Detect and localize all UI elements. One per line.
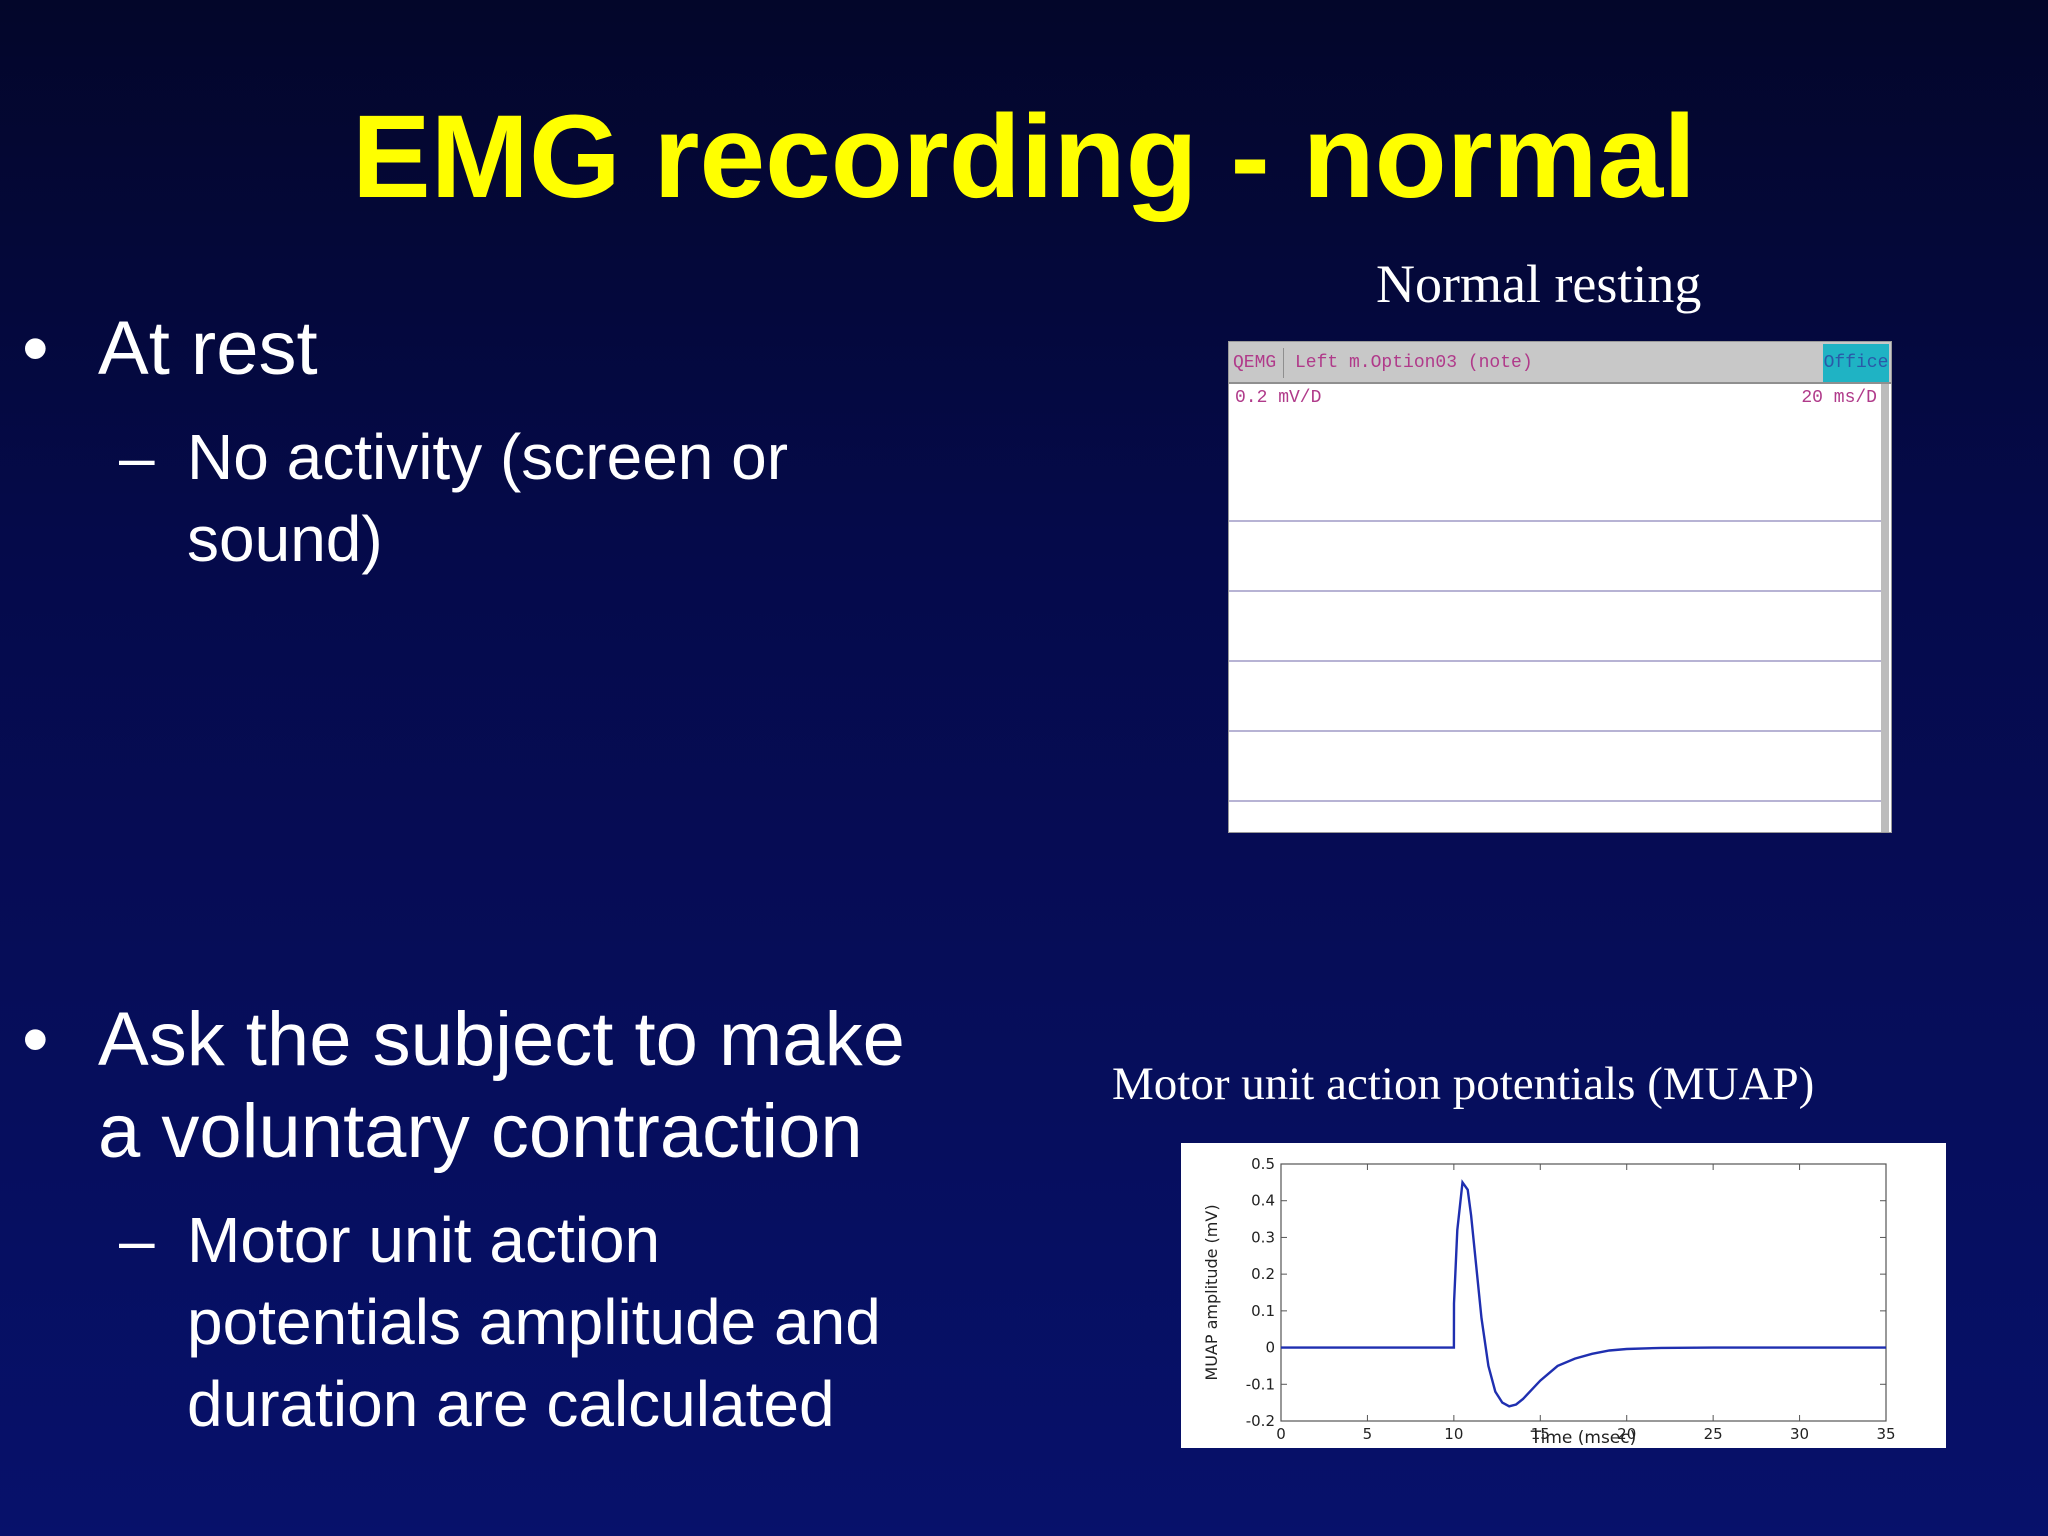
y-tick-label: 0.1 — [1251, 1302, 1275, 1320]
axis-ticks: 0 5 10 15 20 25 30 35 -0.2 -0.1 0 0.1 0.2 0.3 0.4 0.5 — [1246, 1155, 1896, 1443]
bullet-text-line: At rest — [98, 306, 318, 391]
y-tick-label: 0 — [1265, 1339, 1275, 1357]
bullet-mark: • — [22, 997, 49, 1082]
bullet-text-line: a voluntary contraction — [98, 1089, 863, 1174]
x-tick-label: 30 — [1790, 1425, 1809, 1443]
sub-bullet-line: sound) — [187, 503, 383, 575]
muap-chart: 0 5 10 15 20 25 30 35 -0.2 -0.1 0 0.1 0.2 0.3 0.4 0.5 T… — [1181, 1143, 1946, 1448]
sub-bullet-line: Motor unit action — [187, 1204, 661, 1276]
x-tick-label: 10 — [1444, 1425, 1463, 1443]
sub-bullet-line: potentials amplitude and — [187, 1286, 881, 1358]
sub-bullet-line: No activity (screen or — [187, 421, 789, 493]
sub-bullet-line: duration are calculated — [187, 1368, 835, 1440]
y-tick-label: 0.5 — [1251, 1155, 1275, 1173]
sub-bullet-mark: – — [119, 421, 155, 493]
emg-trace-line — [1229, 520, 1883, 522]
emg-location-tag: Office — [1823, 344, 1889, 382]
x-axis-label: Time (msec) — [1530, 1428, 1637, 1448]
emg-screen: QEMG Left m.Option03 (note) Office 0.2 m… — [1228, 341, 1892, 833]
x-tick-label: 15 — [1531, 1425, 1550, 1443]
x-tick-label: 0 — [1276, 1425, 1286, 1443]
y-axis-label: MUAP amplitude (mV) — [1202, 1204, 1221, 1380]
bullet-voluntary-contraction: • Ask the subject to make a voluntary co… — [22, 994, 905, 1178]
emg-screen-caption: Normal resting — [1376, 254, 1702, 314]
emg-trace-line — [1229, 660, 1883, 662]
sub-bullet-muap-calculated: – Motor unit action potentials amplitude… — [119, 1199, 881, 1445]
x-tick-label: 25 — [1704, 1425, 1723, 1443]
bullet-text-line: Ask the subject to make — [98, 997, 905, 1082]
y-tick-label: -0.1 — [1246, 1375, 1275, 1393]
bullet-at-rest: • At rest — [22, 303, 318, 395]
emg-header-bar: QEMG Left m.Option03 (note) Office — [1229, 342, 1891, 384]
muap-series-line — [1281, 1179, 1886, 1408]
emg-channel-label: Left m.Option03 (note) — [1295, 353, 1533, 373]
x-tick-label: 20 — [1617, 1425, 1636, 1443]
y-tick-label: 0.3 — [1251, 1228, 1275, 1246]
bullet-mark: • — [22, 306, 49, 391]
sub-bullet-mark: – — [119, 1204, 155, 1276]
emg-trace-line — [1229, 800, 1883, 802]
emg-mode-tag: QEMG — [1233, 348, 1284, 378]
x-tick-label: 5 — [1363, 1425, 1373, 1443]
emg-trace-line — [1229, 730, 1883, 732]
emg-trace-line — [1229, 590, 1883, 592]
x-tick-label: 35 — [1876, 1425, 1895, 1443]
muap-chart-title: Motor unit action potentials (MUAP) — [1112, 1058, 1815, 1110]
slide-title: EMG recording - normal — [351, 91, 1697, 223]
emg-scrollbar — [1881, 384, 1889, 832]
muap-chart-svg: 0 5 10 15 20 25 30 35 -0.2 -0.1 0 0.1 0.2 0.3 0.4 0.5 T… — [1202, 1155, 1896, 1448]
sub-bullet-no-activity: – No activity (screen or sound) — [119, 416, 789, 580]
emg-amplitude-scale: 0.2 mV/D — [1235, 388, 1322, 408]
y-tick-label: 0.2 — [1251, 1265, 1275, 1283]
y-tick-label: 0.4 — [1251, 1192, 1275, 1210]
emg-time-scale: 20 ms/D — [1801, 388, 1877, 408]
y-tick-label: -0.2 — [1246, 1412, 1275, 1430]
plot-frame — [1280, 1163, 1887, 1422]
